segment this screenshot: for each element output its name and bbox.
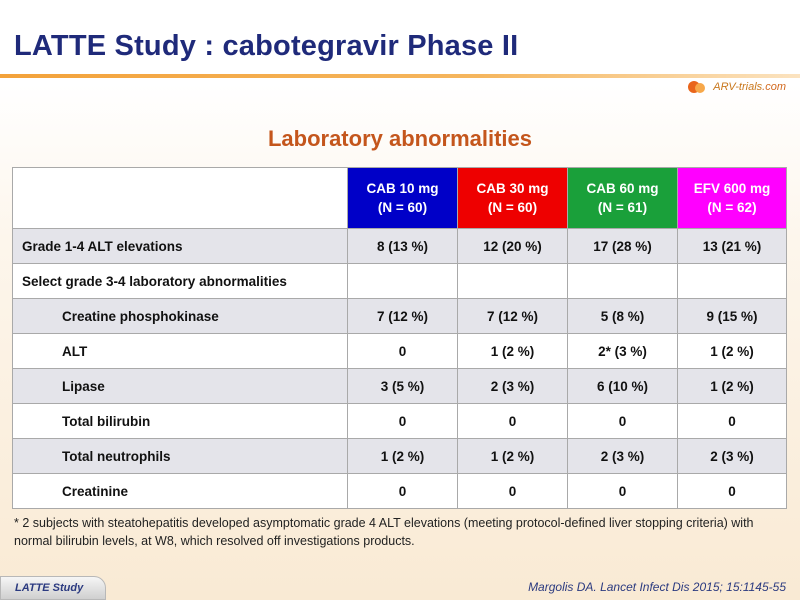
table-row: Creatinine 0 0 0 0 (12, 473, 787, 509)
row-label: Creatine phosphokinase (12, 298, 348, 334)
cell-value: 1 (2 %) (457, 438, 568, 474)
header-blank-cell (12, 167, 348, 229)
row-label: Creatinine (12, 473, 348, 509)
row-label: ALT (12, 333, 348, 369)
cell-value: 0 (347, 403, 458, 439)
cell-value: 7 (12 %) (347, 298, 458, 334)
cell-value: 0 (567, 403, 678, 439)
page-title: LATTE Study : cabotegravir Phase II (14, 30, 519, 62)
row-label: Lipase (12, 368, 348, 404)
cell-value: 13 (21 %) (677, 228, 787, 264)
lab-abnormalities-table: CAB 10 mg (N = 60) CAB 30 mg (N = 60) CAB … (12, 167, 787, 509)
table-row: Lipase 3 (5 %) 2 (3 %) 6 (10 %) 1 (2 %) (12, 368, 787, 404)
cell-value: 0 (347, 473, 458, 509)
cell-value (567, 263, 678, 299)
cell-value: 0 (567, 473, 678, 509)
header-cab-30mg: CAB 30 mg (N = 60) (457, 167, 568, 229)
cell-value: 3 (5 %) (347, 368, 458, 404)
row-label: Total bilirubin (12, 403, 348, 439)
cell-value: 2 (3 %) (567, 438, 678, 474)
cell-value: 1 (2 %) (677, 333, 787, 369)
table-row: Creatine phosphokinase 7 (12 %) 7 (12 %)… (12, 298, 787, 334)
cell-value: 0 (677, 403, 787, 439)
header-cab-60mg: CAB 60 mg (N = 61) (567, 167, 678, 229)
cell-value: 9 (15 %) (677, 298, 787, 334)
cell-value (677, 263, 787, 299)
header-cab-10mg: CAB 10 mg (N = 60) (347, 167, 458, 229)
study-tag: LATTE Study (0, 576, 106, 600)
cell-value: 0 (677, 473, 787, 509)
cell-value: 0 (457, 403, 568, 439)
cell-value: 1 (2 %) (677, 368, 787, 404)
table-header-row: CAB 10 mg (N = 60) CAB 30 mg (N = 60) CAB … (12, 167, 787, 229)
table-row: Total neutrophils 1 (2 %) 1 (2 %) 2 (3 %… (12, 438, 787, 474)
cell-value (347, 263, 458, 299)
cell-value: 2* (3 %) (567, 333, 678, 369)
title-divider (0, 74, 800, 78)
table-row: Total bilirubin 0 0 0 0 (12, 403, 787, 439)
row-label: Grade 1-4 ALT elevations (12, 228, 348, 264)
cell-value: 7 (12 %) (457, 298, 568, 334)
cell-value: 1 (2 %) (457, 333, 568, 369)
arv-trials-logo: ARV-trials.com (688, 80, 786, 94)
cell-value: 1 (2 %) (347, 438, 458, 474)
section-heading: Laboratory abnormalities (267, 126, 533, 151)
logo-text: ARV-trials.com (713, 81, 786, 93)
cell-value: 0 (347, 333, 458, 369)
cell-value: 5 (8 %) (567, 298, 678, 334)
row-label: Select grade 3-4 laboratory abnormalitie… (12, 263, 348, 299)
table-row: ALT 0 1 (2 %) 2* (3 %) 1 (2 %) (12, 333, 787, 369)
cell-value: 17 (28 %) (567, 228, 678, 264)
cell-value: 2 (3 %) (457, 368, 568, 404)
cell-value: 6 (10 %) (567, 368, 678, 404)
header-efv-600mg: EFV 600 mg (N = 62) (677, 167, 787, 229)
footnote: * 2 subjects with steatohepatitis develo… (14, 516, 754, 548)
row-label: Total neutrophils (12, 438, 348, 474)
cell-value (457, 263, 568, 299)
cell-value: 12 (20 %) (457, 228, 568, 264)
logo-icon (688, 80, 710, 94)
cell-value: 8 (13 %) (347, 228, 458, 264)
cell-value: 0 (457, 473, 568, 509)
citation: Margolis DA. Lancet Infect Dis 2015; 15:… (528, 580, 786, 594)
table-row: Grade 1-4 ALT elevations 8 (13 %) 12 (20… (12, 228, 787, 264)
cell-value: 2 (3 %) (677, 438, 787, 474)
table-row: Select grade 3-4 laboratory abnormalitie… (12, 263, 787, 299)
